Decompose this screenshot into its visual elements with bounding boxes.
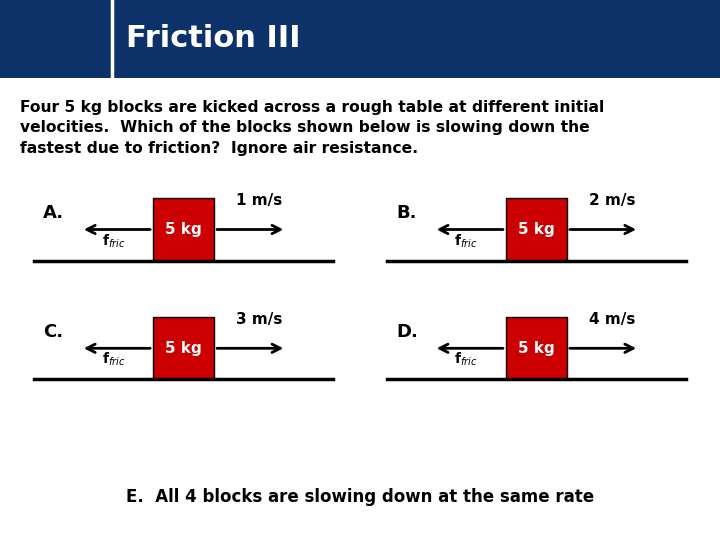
Text: $\mathbf{f}_{fric}$: $\mathbf{f}_{fric}$ bbox=[102, 232, 125, 249]
Text: 3 m/s: 3 m/s bbox=[236, 312, 282, 327]
Text: 5 kg: 5 kg bbox=[165, 341, 202, 356]
Text: E.  All 4 blocks are slowing down at the same rate: E. All 4 blocks are slowing down at the … bbox=[126, 488, 594, 506]
Bar bbox=[153, 317, 215, 379]
Bar bbox=[0, 0, 720, 78]
Text: 5 kg: 5 kg bbox=[518, 341, 555, 356]
Text: 2 m/s: 2 m/s bbox=[589, 193, 635, 208]
Text: C.: C. bbox=[43, 323, 63, 341]
Bar bbox=[153, 199, 215, 261]
Text: Four 5 kg blocks are kicked across a rough table at different initial
velocities: Four 5 kg blocks are kicked across a rou… bbox=[20, 100, 604, 156]
Bar bbox=[505, 317, 567, 379]
Text: $\mathbf{f}_{fric}$: $\mathbf{f}_{fric}$ bbox=[102, 351, 125, 368]
Text: Friction III: Friction III bbox=[126, 24, 301, 53]
Text: B.: B. bbox=[396, 204, 416, 222]
Text: D.: D. bbox=[396, 323, 418, 341]
Text: 5 kg: 5 kg bbox=[165, 222, 202, 237]
Text: $\mathbf{f}_{fric}$: $\mathbf{f}_{fric}$ bbox=[454, 351, 478, 368]
Bar bbox=[505, 199, 567, 261]
Text: 5 kg: 5 kg bbox=[518, 222, 555, 237]
Text: 1 m/s: 1 m/s bbox=[236, 193, 282, 208]
Text: 4 m/s: 4 m/s bbox=[589, 312, 635, 327]
Text: A.: A. bbox=[43, 204, 64, 222]
Text: $\mathbf{f}_{fric}$: $\mathbf{f}_{fric}$ bbox=[454, 232, 478, 249]
